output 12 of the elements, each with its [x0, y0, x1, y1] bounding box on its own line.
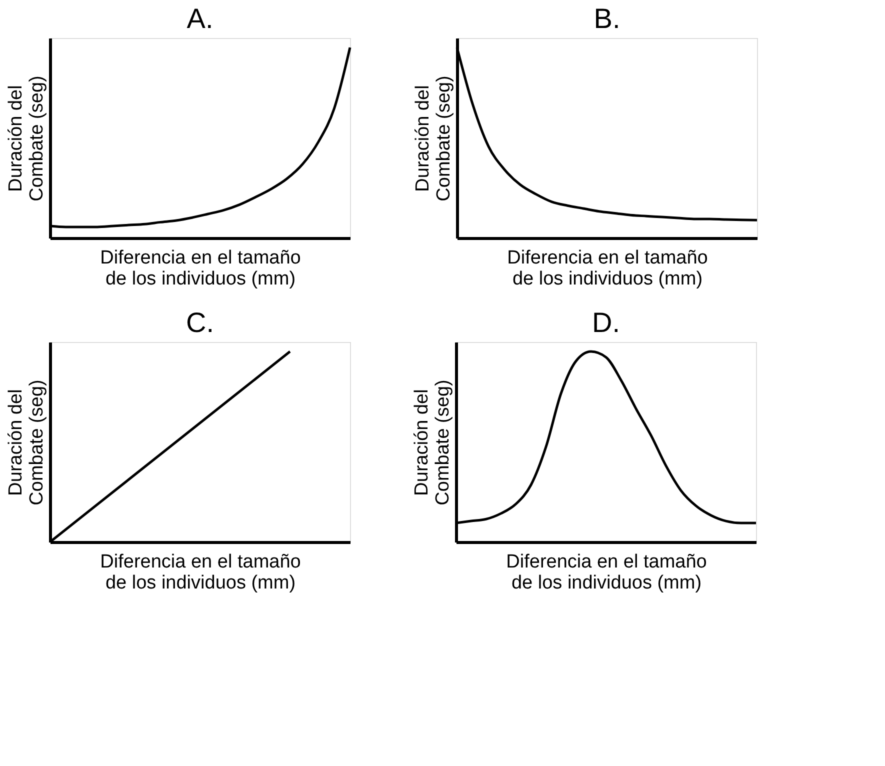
y-axis-title: Duración del Combate (seg) — [6, 380, 48, 506]
chart-title: C. — [186, 307, 214, 338]
x-axis-title: Diferencia en el tamaño de los individuos (mm) — [507, 248, 708, 290]
chart-title: B. — [594, 3, 620, 34]
y-axis-title: Duración del Combate (seg) — [412, 76, 454, 202]
y-axis-title: Duración del Combate (seg) — [412, 380, 454, 506]
chart-title: A. — [186, 3, 214, 34]
chart-title: D. — [592, 307, 620, 338]
y-axis-title: Duración del Combate (seg) — [6, 76, 48, 202]
x-axis-title: Diferencia en el tamaño de los individuos (mm) — [100, 248, 301, 290]
x-axis-title: Diferencia en el tamaño de los individuos (mm) — [100, 552, 301, 594]
x-axis-title: Diferencia en el tamaño de los individuos (mm) — [506, 552, 707, 594]
